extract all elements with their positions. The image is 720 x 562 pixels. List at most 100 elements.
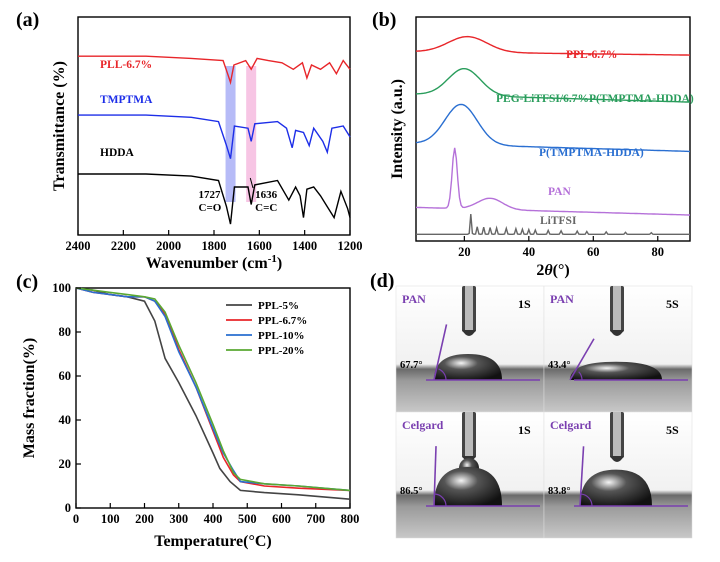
sessile-drop bbox=[434, 467, 502, 506]
tangent-line bbox=[433, 446, 437, 507]
tga-line-ppl-5- bbox=[75, 287, 351, 500]
sample-name-label: Celgard bbox=[550, 418, 592, 432]
time-label: 5S bbox=[666, 423, 679, 437]
tga-series bbox=[75, 287, 351, 500]
contact-angle-image-1: PAN 5S 43.4° bbox=[543, 285, 693, 413]
sessile-drop bbox=[570, 361, 662, 380]
tga-ytick-label: 100 bbox=[52, 281, 71, 295]
panel-a-label: (a) bbox=[16, 9, 39, 31]
tangent-line bbox=[569, 338, 595, 381]
xrd-panel: (b) PPL-6.7% PEG-LiTFSI/6.7%P(TMPTMA-HDDA… bbox=[372, 9, 694, 279]
contact-angle-image-0: PAN 1S 67.7° bbox=[395, 285, 545, 413]
tga-ytick-label: 0 bbox=[65, 501, 71, 515]
xrd-xtick-label: 80 bbox=[652, 245, 665, 259]
ftir-xtick-label: 2000 bbox=[156, 239, 181, 253]
xrd-line-3 bbox=[416, 147, 690, 216]
ftir-xtick-label: 1800 bbox=[202, 239, 227, 253]
angle-value-label: 67.7° bbox=[400, 360, 423, 371]
xrd-line-4 bbox=[416, 214, 690, 236]
sample-name-label: PAN bbox=[402, 292, 426, 306]
ftir-xtick-label: 1200 bbox=[338, 239, 363, 253]
ftir-label-2: HDDA bbox=[100, 147, 135, 159]
ftir-annot-pointer bbox=[249, 177, 254, 189]
angle-arc bbox=[434, 493, 447, 507]
ftir-x-ticks: 2400 2200 2000 1800 1600 1400 1200 bbox=[66, 230, 363, 253]
xrd-label-3: PAN bbox=[548, 186, 571, 198]
time-label: 5S bbox=[666, 297, 679, 311]
time-label: 1S bbox=[518, 423, 531, 437]
xrd-line-0 bbox=[415, 35, 690, 56]
xrd-x-axis-label: 2θ(°) bbox=[536, 262, 569, 279]
xrd-label-1: PEG-LiTFSI/6.7%P(TMPTMA-HDDA) bbox=[496, 93, 694, 105]
xrd-y-axis-label: Intensity (a.u.) bbox=[389, 79, 406, 179]
tga-xtick-label: 800 bbox=[341, 512, 360, 526]
ftir-annot-wn-1: 1636 bbox=[255, 189, 278, 201]
tga-line-ppl-6-7- bbox=[75, 287, 351, 492]
ftir-annot-wn-0: 1727 bbox=[199, 189, 222, 201]
ftir-line-pll-6-7- bbox=[78, 55, 351, 86]
tga-line-ppl-20- bbox=[75, 287, 351, 492]
tga-ytick-label: 80 bbox=[59, 325, 72, 339]
tga-x-axis-label: Temperature(°C) bbox=[154, 533, 271, 550]
ftir-xtick-label: 1400 bbox=[292, 239, 317, 253]
ftir-highlight-band-0 bbox=[225, 66, 236, 202]
tga-xtick-label: 600 bbox=[272, 512, 291, 526]
angle-arc bbox=[578, 371, 583, 381]
tga-legend: PPL-5% PPL-6.7% PPL-10% PPL-20% bbox=[226, 300, 307, 357]
tangent-line bbox=[433, 324, 448, 381]
ftir-line-hdda bbox=[78, 173, 351, 225]
xrd-label-0: PPL-6.7% bbox=[566, 49, 617, 61]
sessile-drop bbox=[434, 354, 502, 380]
xrd-label-2: P(TMPTMA-HDDA) bbox=[539, 147, 644, 159]
angle-arc bbox=[581, 493, 593, 507]
panel-b-label: (b) bbox=[372, 9, 396, 31]
sample-name-label: Celgard bbox=[402, 418, 444, 432]
tga-xtick-label: 200 bbox=[135, 512, 154, 526]
tga-xtick-label: 100 bbox=[101, 512, 120, 526]
xrd-series bbox=[415, 35, 690, 236]
tga-xtick-label: 0 bbox=[73, 512, 79, 526]
panel-d-label: (d) bbox=[370, 270, 394, 292]
ftir-xtick-label: 1600 bbox=[247, 239, 272, 253]
ftir-y-axis-label: Transmittance (%) bbox=[51, 61, 68, 191]
panel-c-label: (c) bbox=[16, 271, 38, 293]
ftir-series bbox=[78, 55, 351, 225]
tga-ytick-label: 40 bbox=[59, 413, 72, 427]
tga-ytick-label: 20 bbox=[59, 457, 72, 471]
sample-name-label: PAN bbox=[550, 292, 574, 306]
angle-value-label: 86.5° bbox=[400, 486, 423, 497]
tga-legend-label: PPL-20% bbox=[258, 345, 304, 357]
xrd-label-4: LiTFSI bbox=[540, 215, 577, 227]
xrd-xtick-label: 20 bbox=[458, 245, 471, 259]
tga-ticks: 0 100 200 300 400 500 600 700 800 0 20 40 60 80 100 bbox=[52, 281, 359, 526]
xrd-xtick-label: 60 bbox=[587, 245, 600, 259]
angle-arc bbox=[438, 368, 447, 381]
xrd-series-labels: PPL-6.7% PEG-LiTFSI/6.7%P(TMPTMA-HDDA) P(T… bbox=[496, 49, 694, 227]
tga-legend-label: PPL-10% bbox=[258, 330, 304, 342]
ftir-label-1: TMPTMA bbox=[100, 94, 153, 106]
ftir-label-0: PLL-6.7% bbox=[100, 59, 152, 71]
ftir-line-tmptma bbox=[78, 114, 351, 159]
ftir-xtick-label: 2200 bbox=[111, 239, 136, 253]
ftir-annot-bond-0: C=O bbox=[199, 202, 222, 214]
xrd-x-ticks: 20 40 60 80 bbox=[458, 236, 664, 259]
tga-xtick-label: 300 bbox=[169, 512, 188, 526]
ftir-highlight-bands bbox=[225, 66, 257, 202]
tga-plot-frame bbox=[75, 287, 351, 509]
xrd-line-2 bbox=[415, 103, 690, 153]
ftir-series-labels: PLL-6.7% TMPTMA HDDA bbox=[100, 59, 153, 159]
tga-ytick-label: 60 bbox=[59, 369, 72, 383]
ftir-annot-bond-1: C=C bbox=[255, 202, 277, 214]
xrd-line-1 bbox=[416, 68, 690, 103]
time-label: 1S bbox=[518, 297, 531, 311]
xrd-xtick-label: 40 bbox=[523, 245, 536, 259]
ftir-xtick-label: 2400 bbox=[66, 239, 91, 253]
ftir-highlight-band-1 bbox=[246, 66, 257, 202]
tga-panel: (c) 0 100 200 300 400 500 600 700 800 0 20 40 60 80 10… bbox=[16, 271, 359, 550]
tga-xtick-label: 500 bbox=[238, 512, 257, 526]
xrd-plot-frame bbox=[415, 16, 691, 242]
angle-value-label: 83.8° bbox=[548, 486, 571, 497]
